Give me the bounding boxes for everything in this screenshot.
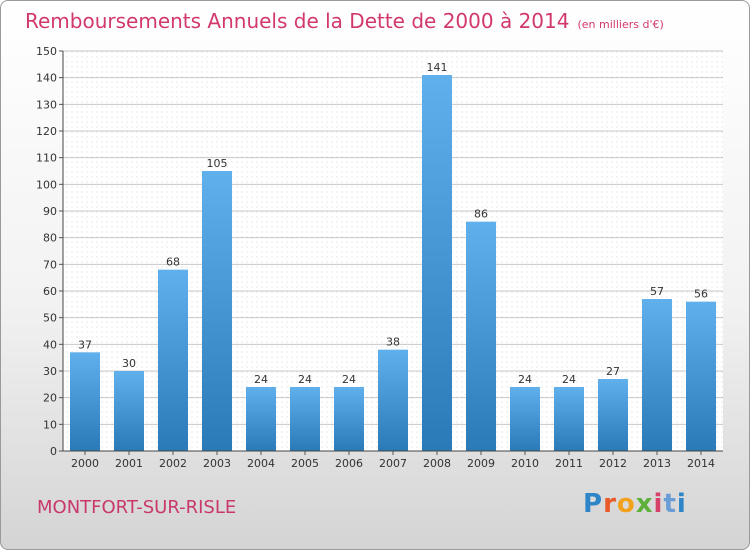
y-tick-label: 80 — [43, 232, 57, 245]
x-tick-label-2000: 2000 — [71, 457, 99, 470]
x-tick-label-2003: 2003 — [203, 457, 231, 470]
value-label-2006: 24 — [342, 373, 356, 386]
value-label-2010: 24 — [518, 373, 532, 386]
bar-2011 — [554, 387, 584, 451]
bar-2005 — [290, 387, 320, 451]
y-tick-label: 150 — [36, 45, 57, 58]
y-tick-label: 20 — [43, 392, 57, 405]
bar-2006 — [334, 387, 364, 451]
x-tick-label-2010: 2010 — [511, 457, 539, 470]
x-tick-label-2008: 2008 — [423, 457, 451, 470]
bar-2001 — [114, 371, 144, 451]
proxiti-logo: Proxiti — [583, 489, 687, 519]
y-tick-label: 30 — [43, 365, 57, 378]
y-tick-label: 50 — [43, 312, 57, 325]
bar-2008 — [422, 75, 452, 451]
title-unit: (en milliers d'€) — [577, 18, 664, 31]
bar-2010 — [510, 387, 540, 451]
value-label-2013: 57 — [650, 285, 664, 298]
x-tick-label-2006: 2006 — [335, 457, 363, 470]
value-label-2008: 141 — [427, 61, 448, 74]
value-label-2004: 24 — [254, 373, 268, 386]
y-tick-label: 100 — [36, 178, 57, 191]
bar-2003 — [202, 171, 232, 451]
value-label-2001: 30 — [122, 357, 136, 370]
bar-2009 — [466, 221, 496, 451]
chart-title: Remboursements Annuels de la Dette de 20… — [25, 9, 664, 33]
value-label-2012: 27 — [606, 365, 620, 378]
bar-2013 — [642, 299, 672, 451]
y-tick-label: 60 — [43, 285, 57, 298]
y-tick-label: 70 — [43, 258, 57, 271]
bar-2002 — [158, 269, 188, 451]
title-text: Remboursements Annuels de la Dette de 20… — [25, 9, 570, 33]
y-tick-label: 110 — [36, 152, 57, 165]
x-tick-label-2001: 2001 — [115, 457, 143, 470]
x-tick-label-2007: 2007 — [379, 457, 407, 470]
y-tick-label: 0 — [50, 445, 57, 458]
value-label-2011: 24 — [562, 373, 576, 386]
bar-2012 — [598, 379, 628, 451]
x-tick-label-2002: 2002 — [159, 457, 187, 470]
value-label-2009: 86 — [474, 208, 488, 221]
x-tick-label-2004: 2004 — [247, 457, 275, 470]
x-tick-label-2013: 2013 — [643, 457, 671, 470]
bar-2000 — [70, 352, 100, 451]
value-label-2014: 56 — [694, 288, 708, 301]
value-label-2007: 38 — [386, 336, 400, 349]
value-label-2005: 24 — [298, 373, 312, 386]
y-tick-label: 120 — [36, 125, 57, 138]
bar-2007 — [378, 349, 408, 451]
value-label-2003: 105 — [207, 157, 228, 170]
bar-2014 — [686, 301, 716, 451]
x-tick-label-2014: 2014 — [687, 457, 715, 470]
y-tick-label: 90 — [43, 205, 57, 218]
y-tick-label: 130 — [36, 98, 57, 111]
city-name: MONTFORT-SUR-RISLE — [37, 497, 237, 518]
y-tick-label: 10 — [43, 418, 57, 431]
x-tick-label-2009: 2009 — [467, 457, 495, 470]
y-tick-label: 40 — [43, 338, 57, 351]
x-tick-label-2011: 2011 — [555, 457, 583, 470]
x-tick-label-2012: 2012 — [599, 457, 627, 470]
x-tick-label-2005: 2005 — [291, 457, 319, 470]
y-tick-label: 140 — [36, 72, 57, 85]
value-label-2002: 68 — [166, 256, 180, 269]
value-label-2000: 37 — [78, 338, 92, 351]
bar-2004 — [246, 387, 276, 451]
